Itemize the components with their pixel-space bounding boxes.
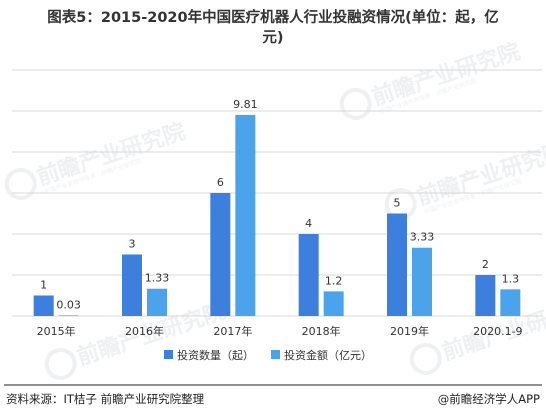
data-label-series-2-5: 3.33 [410, 231, 435, 244]
legend-item-series-2[interactable]: 投资金额（亿元） [271, 348, 372, 362]
data-label-series-1-3: 6 [217, 176, 224, 189]
bar-series-1-3 [210, 193, 231, 316]
legend-item-series-1[interactable]: 投资数量（起） [164, 348, 254, 362]
x-tick-label: 2020.1-9 [473, 325, 522, 338]
bar-series-1-4 [298, 234, 319, 316]
data-label-series-2-4: 1.2 [325, 274, 343, 287]
watermark-1: 前瞻产业研究院 中国产业咨询领导者 · 前瞻产业研究院 [339, 38, 524, 120]
watermark-group: 前瞻产业研究院 中国产业咨询领导者 · 前瞻产业研究院 前瞻产业研究院 中国产业… [4, 38, 546, 380]
chart-title-line-1: 图表5：2015-2020年中国医疗机器人行业投融资情况(单位：起，亿 [47, 8, 498, 26]
watermark-text: 前瞻产业研究院 [369, 38, 524, 110]
bar-series-2-4 [323, 291, 344, 316]
data-label-series-1-4: 4 [305, 217, 312, 230]
watermark-logo-icon [44, 347, 77, 380]
bar-series-2-1 [58, 315, 79, 316]
legend-label-series-2: 投资金额（亿元） [284, 348, 372, 362]
watermark-logo-icon [339, 87, 372, 120]
legend-swatch-series-2 [271, 350, 280, 359]
data-label-layer: 1 0.03 3 1.33 6 9.81 4 1.2 5 3.33 2 1.3 [40, 98, 519, 311]
footer-source: 资料来源：IT桔子 前瞻产业研究院整理 [6, 392, 205, 406]
footer-brand: @前瞻经济学人APP [438, 392, 540, 406]
x-axis-tick-layer: 2015年 2016年 2017年 2018年 2019年 2020.1-9 [37, 324, 523, 338]
data-label-series-2-1: 0.03 [56, 298, 81, 311]
bar-series-2-6 [500, 289, 521, 316]
bar-series-2-5 [412, 247, 432, 316]
bar-series-1-1 [33, 295, 54, 316]
bar-series-1-6 [475, 275, 496, 316]
data-label-series-1-1: 1 [40, 279, 47, 292]
data-label-series-1-5: 5 [394, 197, 401, 210]
bar-series-2-3 [235, 114, 256, 317]
x-tick-label: 2016年 [125, 324, 164, 338]
x-tick-label: 2017年 [213, 324, 252, 338]
chart-title-line-2: 元) [262, 29, 283, 46]
bar-series-2-2 [147, 288, 167, 316]
watermark-3: 前瞻产业研究院 中国产业咨询领导者 · 前瞻产业研究院 [384, 138, 546, 220]
bar-series-1-2 [122, 254, 142, 316]
legend-swatch-series-1 [164, 350, 173, 359]
legend-label-series-1: 投资数量（起） [177, 348, 254, 362]
grid-layer [12, 69, 542, 317]
data-label-series-1-2: 3 [129, 238, 136, 251]
watermark-text: 前瞻产业研究院 [414, 138, 546, 210]
x-tick-label: 2018年 [302, 324, 341, 338]
legend: 投资数量（起） 投资金额（亿元） [164, 348, 372, 362]
watermark-logo-icon [409, 342, 442, 375]
data-label-series-2-3: 9.81 [233, 98, 258, 111]
bar-series-1-5 [387, 213, 407, 316]
data-label-series-2-2: 1.33 [145, 272, 170, 285]
x-tick-label: 2019年 [390, 324, 429, 338]
data-label-series-2-6: 1.3 [502, 272, 520, 285]
watermark-logo-icon [4, 167, 37, 200]
x-tick-label: 2015年 [37, 324, 76, 338]
watermark-text: 前瞻产业研究院 [34, 118, 189, 190]
bar-layer [33, 114, 521, 317]
data-label-series-1-6: 2 [482, 258, 489, 271]
